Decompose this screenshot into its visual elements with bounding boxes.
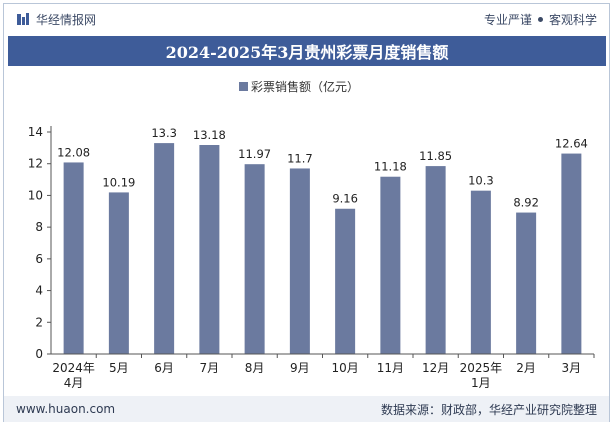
x-tick-label: 3月 [562, 361, 582, 375]
bar-chart: 彩票销售额（亿元） 0 2 4 6 8 10 12 14 12.08 10.19 13.3 13.1… [28, 79, 595, 390]
data-label: 11.85 [419, 149, 452, 163]
y-tick-label: 10 [28, 188, 43, 202]
x-tick-label: 2月 [516, 361, 536, 375]
legend: 彩票销售额（亿元） [239, 79, 359, 94]
brand-name: 华经情报网 [36, 12, 97, 27]
y-tick-label: 2 [35, 315, 43, 329]
x-tick-label: 2025年 [460, 361, 503, 375]
bar [380, 176, 401, 354]
x-tick-label: 9月 [290, 361, 310, 375]
bars [63, 143, 582, 354]
value-labels: 12.08 10.19 13.3 13.18 11.97 11.7 9.16 11.18 11.… [57, 126, 588, 209]
x-tick-label: 2024年 [52, 361, 95, 375]
top-bar: 华经情报网 专业严谨 客观科学 [4, 4, 609, 34]
legend-swatch [239, 82, 248, 91]
chart-title: 2024-2025年3月贵州彩票月度销售额 [8, 36, 606, 66]
x-tick-label: 11月 [377, 361, 404, 375]
data-source: 数据来源：财政部，华经产业研究院整理 [380, 402, 597, 417]
bar [470, 190, 491, 354]
website-link[interactable]: www.huaon.com [16, 402, 116, 416]
bar [63, 162, 84, 354]
bar [199, 145, 220, 354]
x-tick-label: 7月 [200, 361, 220, 375]
data-label: 10.3 [468, 174, 494, 188]
data-label: 11.18 [374, 160, 407, 174]
tagline: 专业严谨 客观科学 [484, 11, 597, 28]
bar [244, 164, 265, 354]
x-tick-label: 12月 [422, 361, 449, 375]
logo-icon [17, 13, 29, 25]
data-label: 13.3 [151, 126, 177, 140]
data-label: 9.16 [332, 192, 358, 206]
bar [561, 153, 582, 354]
bar [289, 168, 310, 354]
y-axis: 0 2 4 6 8 10 12 14 [28, 125, 52, 361]
bar [154, 143, 175, 354]
data-label: 8.92 [513, 196, 539, 210]
footer: www.huaon.com 数据来源：财政部，华经产业研究院整理 [4, 396, 609, 422]
y-tick-label: 4 [35, 284, 43, 298]
data-label: 12.64 [555, 137, 588, 151]
bar [516, 212, 537, 354]
data-label: 13.18 [193, 128, 226, 142]
x-tick-label: 1月 [471, 376, 491, 390]
slogan-right: 客观科学 [548, 12, 597, 27]
y-tick-label: 8 [35, 220, 43, 234]
x-tick-label: 4月 [64, 376, 84, 390]
data-label: 11.97 [238, 147, 271, 161]
legend-label: 彩票销售额（亿元） [251, 79, 359, 94]
y-tick-label: 14 [28, 125, 43, 139]
separator-dot-icon [537, 16, 543, 22]
x-tick-label: 8月 [245, 361, 265, 375]
data-label: 11.7 [287, 151, 313, 165]
y-tick-label: 6 [35, 252, 43, 266]
y-tick-label: 12 [28, 157, 43, 171]
bar [335, 208, 356, 354]
slogan-left: 专业严谨 [483, 12, 532, 27]
y-tick-label: 0 [35, 347, 43, 361]
x-tick-label: 6月 [154, 361, 174, 375]
bar [425, 166, 446, 354]
x-tick-label: 5月 [109, 361, 129, 375]
brand[interactable]: 华经情报网 [16, 11, 96, 28]
bar [108, 192, 129, 354]
x-tick-label: 10月 [331, 361, 358, 375]
data-label: 10.19 [102, 175, 135, 189]
chart-frame: 华经情报网 专业严谨 客观科学 2024-2025年3月贵州彩票月度销售额 彩票… [3, 3, 610, 422]
data-label: 12.08 [57, 145, 90, 159]
